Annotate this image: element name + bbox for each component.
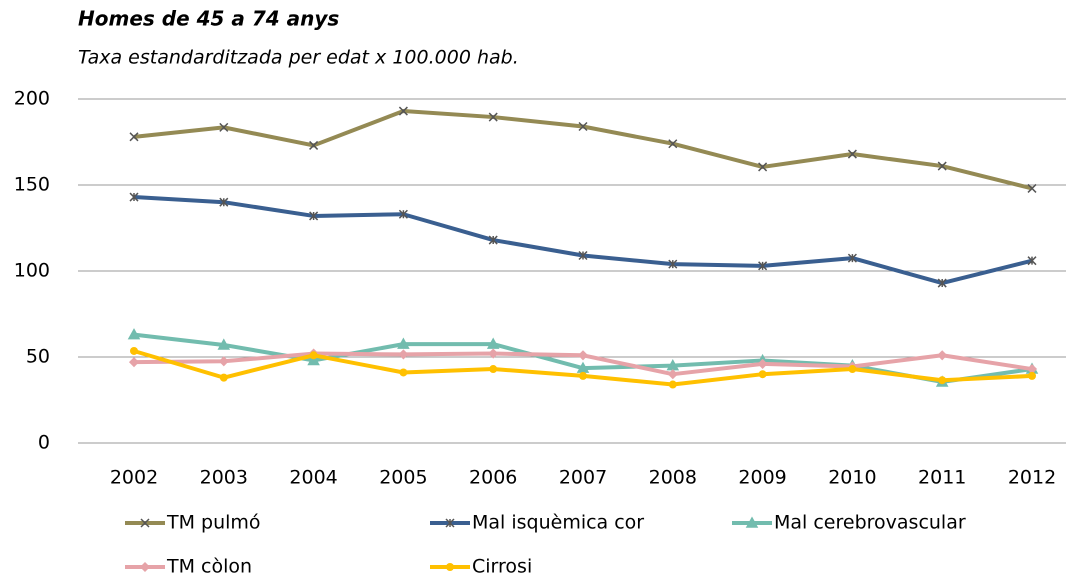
y-tick-label: 150 [14,174,50,196]
legend-label: Cirrosi [472,556,532,577]
marker [309,351,318,360]
marker [488,235,498,245]
x-tick-label: 2008 [649,467,697,489]
y-tick-label: 100 [14,260,50,282]
marker [399,368,408,377]
marker [218,356,229,367]
marker [667,369,678,380]
marker [937,350,948,361]
x-tick-label: 2009 [738,467,786,489]
chart-title: Homes de 45 a 74 anys [78,7,339,31]
marker [398,209,408,219]
marker [486,337,500,349]
marker [1027,183,1037,193]
x-tick-label: 2007 [559,467,607,489]
marker [488,348,499,359]
marker [128,357,140,368]
marker [758,162,768,172]
y-tick-label: 0 [38,432,50,454]
y-tick-label: 200 [14,88,50,110]
marker [217,338,231,350]
marker [668,380,677,389]
x-tick-label: 2012 [1008,467,1056,489]
series-line [133,195,1033,286]
marker [758,370,767,379]
marker [129,192,139,202]
x-tick-label: 2003 [200,467,248,489]
legend-label: Mal cerebrovascular [774,512,966,534]
marker [578,121,588,132]
marker [129,132,139,142]
x-tick-label: 2010 [828,467,876,489]
marker [140,518,150,528]
marker [446,563,454,571]
marker [847,253,857,263]
marker [757,358,768,369]
marker [848,365,857,374]
marker [398,349,409,360]
marker [309,140,319,150]
marker [309,211,319,221]
marker [130,346,138,355]
marker [1027,256,1037,266]
marker [398,106,408,116]
marker [489,365,498,374]
marker [445,518,455,528]
marker [758,261,768,271]
marker [937,161,947,171]
legend-label: TM pulmó [166,512,261,534]
x-tick-label: 2006 [469,467,517,489]
marker [139,561,151,573]
marker [937,278,947,288]
legend-label: Mal isquèmica cor [472,512,644,534]
marker [745,516,759,528]
y-tick-label: 50 [26,346,50,368]
marker [668,139,678,149]
marker [938,376,947,385]
marker [579,371,587,380]
x-tick-label: 2005 [379,467,427,489]
marker [577,350,589,361]
marker [1028,371,1036,380]
series-line [133,109,1033,191]
legend-label: TM còlon [166,556,252,577]
marker [219,122,229,132]
marker [307,353,320,366]
marker [127,328,141,340]
marker [397,337,410,349]
x-tick-label: 2011 [918,467,966,489]
marker [488,112,498,122]
chart-subtitle: Taxa estandarditzada per edat x 100.000 … [78,47,519,69]
marker [668,259,678,269]
marker [847,149,857,159]
marker [219,373,228,382]
marker [578,250,588,261]
marker [219,197,229,207]
x-tick-label: 2002 [110,467,158,489]
x-tick-label: 2004 [289,467,337,489]
